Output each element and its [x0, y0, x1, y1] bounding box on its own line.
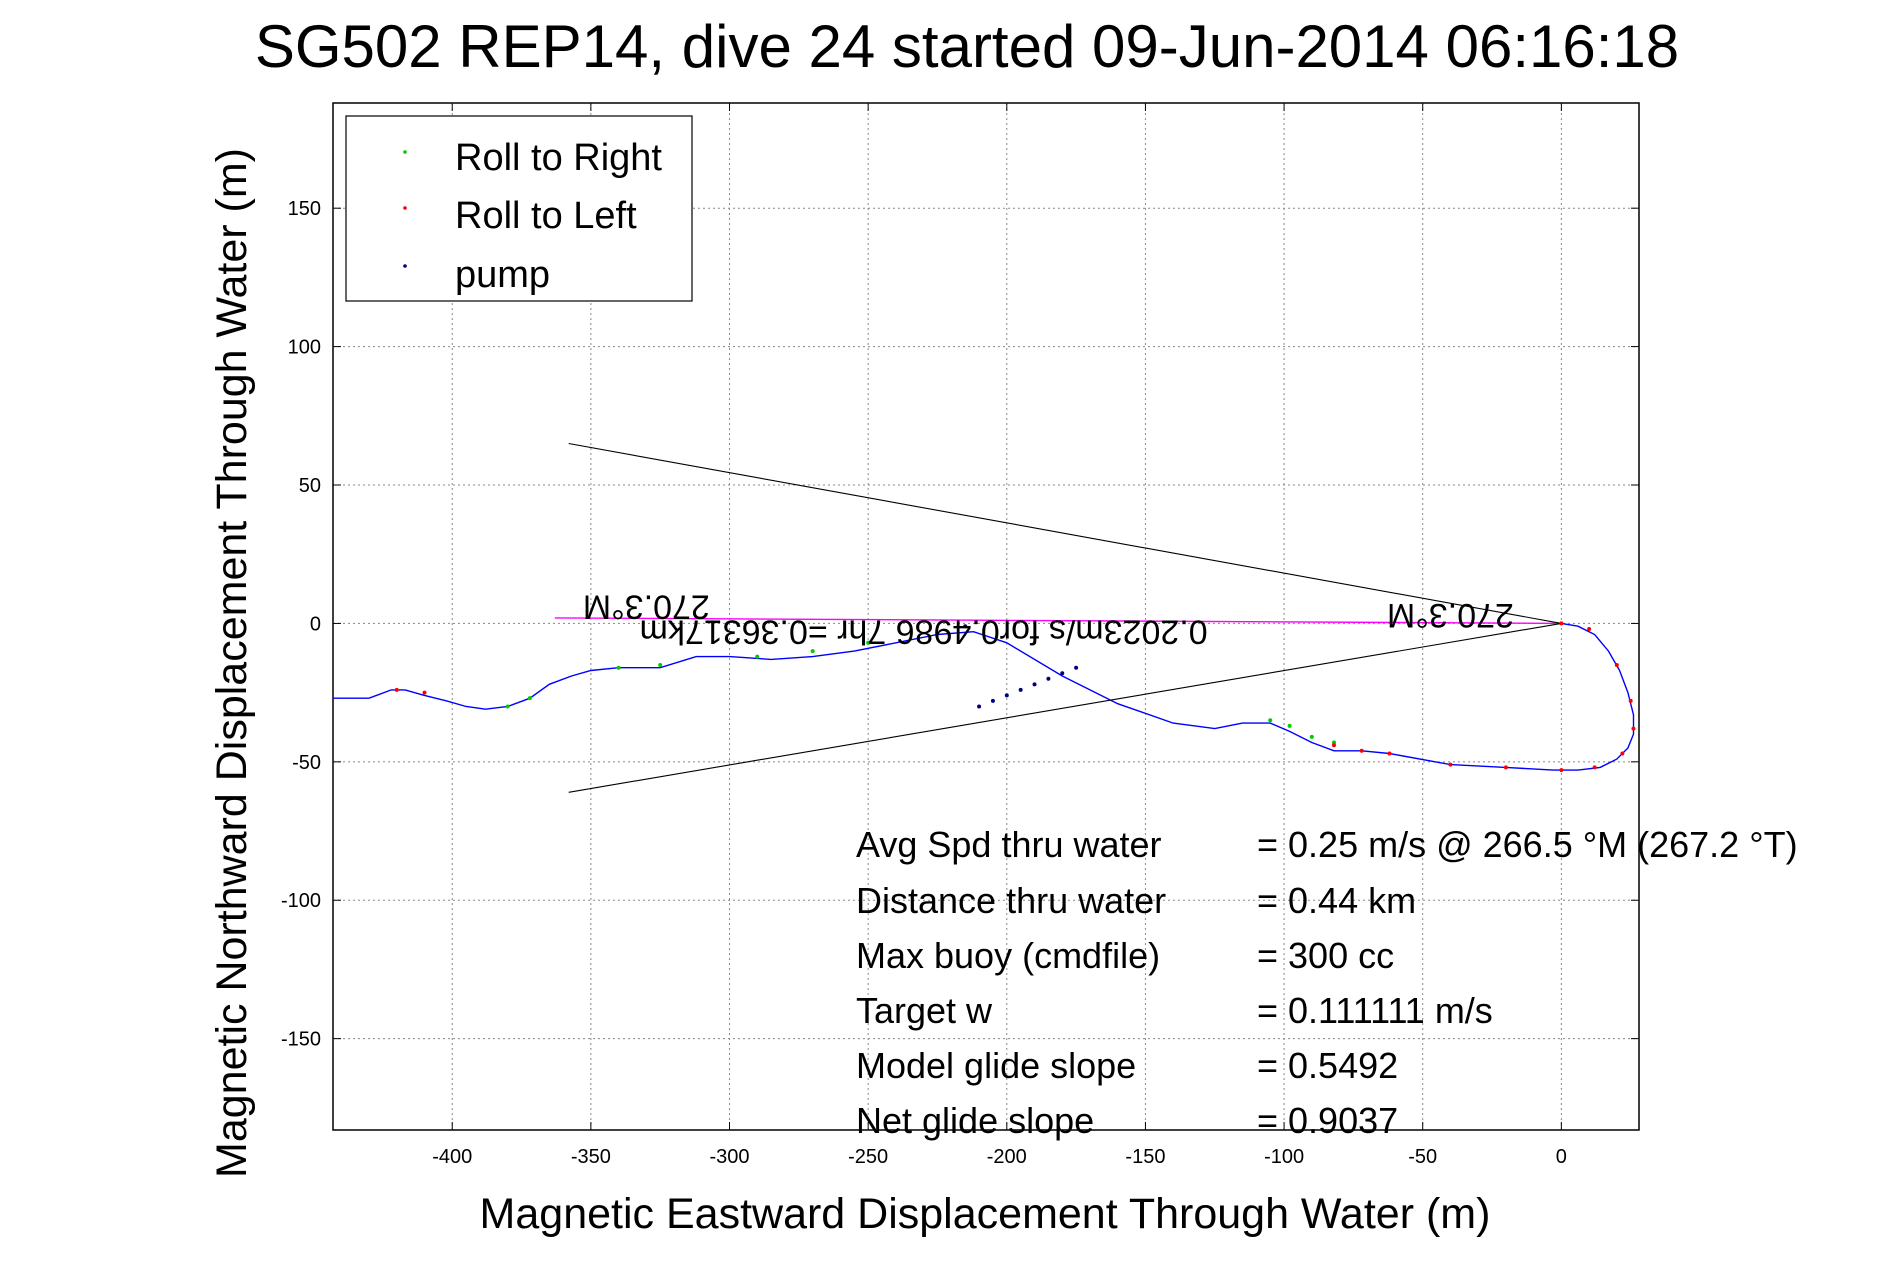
heading-line	[554, 617, 1562, 625]
annotation-label: 270.3°M	[583, 588, 710, 626]
stat-label-target-w: Target w	[856, 990, 993, 1031]
x-tick-label: -400	[432, 1146, 472, 1168]
y-axis-label: Magnetic Northward Displacement Through …	[208, 148, 256, 1178]
stat-value-max-buoy: = 300 cc	[1257, 935, 1394, 976]
legend: Roll to Right Roll to Left pump	[345, 115, 693, 302]
y-tick-label: -50	[292, 752, 321, 774]
stat-label-net-glide: Net glide slope	[856, 1100, 1094, 1141]
y-tick-label: 0	[310, 613, 321, 635]
pump-point	[990, 698, 995, 703]
pump-point	[1046, 676, 1051, 681]
roll-to-left-point	[1587, 626, 1592, 631]
stat-label-avg-speed: Avg Spd thru water	[856, 824, 1162, 865]
roll-to-left-point	[1559, 768, 1564, 773]
stat-value-model-glide: = 0.5492	[1257, 1045, 1398, 1086]
x-tick-label: -250	[848, 1146, 888, 1168]
roll-to-right-point	[658, 662, 663, 667]
annotation-label: 0.2023m/s for0.4986 7hr =0.36317km	[640, 613, 1208, 651]
roll-to-right-point	[755, 654, 760, 659]
wedge-upper-line	[568, 442, 1562, 624]
stat-value-net-glide: = 0.9037	[1257, 1100, 1398, 1141]
x-axis-ticks: -400 -350 -300 -250 -200 -150 -100 -50 0	[432, 103, 1567, 1168]
roll-to-left-point	[1387, 751, 1392, 756]
plot-annotations: 270.3°M 270.3°M0.2023m/s for0.4986 7hr =0…	[583, 588, 1514, 651]
pump-point	[1060, 671, 1065, 676]
legend-label-roll-right: Roll to Right	[455, 137, 662, 179]
wedge-lower-line	[568, 622, 1562, 793]
annotation-label: 270.3°M	[1387, 596, 1514, 634]
legend-marker-roll-left	[403, 206, 407, 210]
x-tick-label: -350	[571, 1146, 611, 1168]
chart-title: SG502 REP14, dive 24 started 09-Jun-2014…	[255, 13, 1679, 80]
roll-to-right-point	[505, 704, 510, 709]
x-tick-label: 0	[1556, 1146, 1567, 1168]
x-tick-label: -150	[1125, 1146, 1165, 1168]
y-tick-label: -100	[281, 890, 321, 912]
stats-block: Avg Spd thru water = 0.25 m/s @ 266.5 °M…	[856, 824, 1798, 1141]
stat-label-max-buoy: Max buoy (cmdfile)	[856, 935, 1160, 976]
roll-to-left-point	[1359, 748, 1364, 753]
roll-to-right-point	[866, 640, 871, 645]
x-tick-label: -300	[709, 1146, 749, 1168]
roll-to-left-point	[1331, 743, 1336, 748]
pump-point	[1032, 682, 1037, 687]
roll-to-left-point	[394, 687, 399, 692]
roll-to-right-point	[1287, 723, 1292, 728]
plot-marks	[333, 442, 1636, 793]
stat-label-model-glide: Model glide slope	[856, 1045, 1136, 1086]
roll-to-right-point	[616, 665, 621, 670]
x-tick-label: -50	[1408, 1146, 1437, 1168]
y-tick-label: 50	[299, 475, 321, 497]
roll-to-left-point	[1559, 621, 1564, 626]
stat-label-distance: Distance thru water	[856, 880, 1166, 921]
pump-point	[977, 704, 982, 709]
roll-to-left-point	[1628, 698, 1633, 703]
legend-marker-pump	[403, 264, 407, 268]
roll-to-left-point	[1614, 662, 1619, 667]
roll-to-right-point	[1331, 740, 1336, 745]
roll-to-right-point	[527, 696, 532, 701]
stat-value-target-w: = 0.111111 m/s	[1257, 990, 1493, 1031]
legend-box	[345, 115, 693, 302]
roll-to-left-point	[1592, 765, 1597, 770]
roll-to-left-point	[1631, 726, 1636, 731]
roll-to-right-point	[810, 649, 815, 654]
roll-to-left-point	[1503, 765, 1508, 770]
y-tick-label: 150	[288, 198, 321, 220]
pump-point	[1018, 687, 1023, 692]
legend-marker-roll-right	[403, 150, 407, 154]
pump-point	[963, 624, 968, 629]
x-tick-label: -100	[1264, 1146, 1304, 1168]
roll-to-right-point	[1268, 718, 1273, 723]
y-tick-label: -150	[281, 1029, 321, 1051]
roll-to-left-point	[1448, 762, 1453, 767]
stat-value-avg-speed: = 0.25 m/s @ 266.5 °M (267.2 °T)	[1257, 824, 1798, 865]
roll-to-left-point	[422, 690, 427, 695]
y-tick-label: 100	[288, 337, 321, 359]
legend-label-roll-left: Roll to Left	[455, 195, 637, 237]
y-axis-ticks: 150 100 50 0 -50 -100 -150	[281, 198, 1639, 1051]
pump-point	[1074, 665, 1079, 670]
stat-value-distance: = 0.44 km	[1257, 880, 1416, 921]
roll-to-right-point	[1309, 734, 1314, 739]
legend-label-pump: pump	[455, 254, 550, 296]
track-line	[333, 622, 1635, 771]
x-tick-label: -200	[987, 1146, 1027, 1168]
x-axis-label: Magnetic Eastward Displacement Through W…	[480, 1190, 1491, 1238]
pump-point	[1004, 693, 1009, 698]
roll-to-left-point	[1620, 751, 1625, 756]
